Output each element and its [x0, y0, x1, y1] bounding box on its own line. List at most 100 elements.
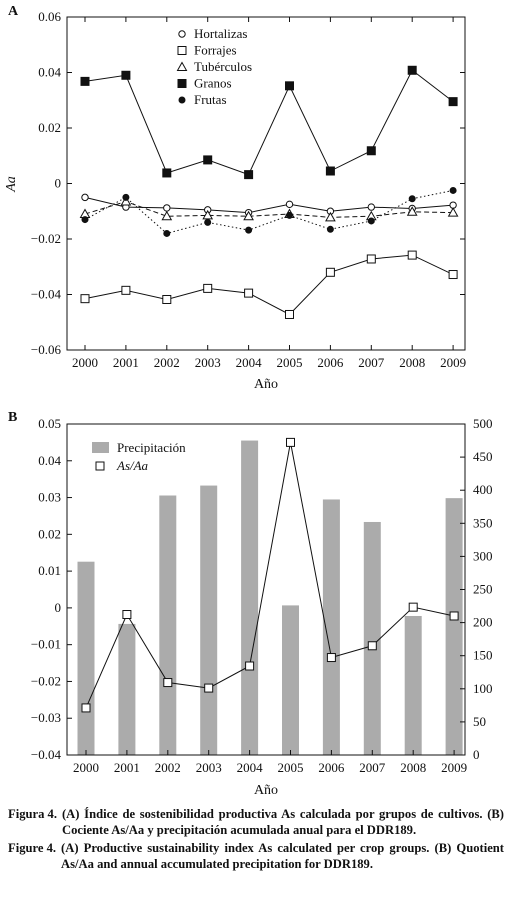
- data-point-as-aa: [326, 653, 336, 663]
- y-tick-label-right-b: 350: [473, 515, 493, 530]
- legend-marker-frutas: [178, 96, 186, 104]
- data-point-granos: [366, 146, 376, 156]
- data-point-tuberculos: [161, 210, 173, 221]
- data-point-forrajes: [244, 288, 254, 298]
- caption-label: Figure 4.: [8, 841, 57, 855]
- legend-label-tuberculos: Tubérculos: [194, 59, 252, 74]
- data-point-granos: [121, 70, 131, 80]
- y-tick-label-right-b: 50: [473, 714, 486, 729]
- y-tick-label-left-b: −0.01: [31, 637, 61, 652]
- figure-captions: Figura 4. (A) Índice de sostenibilidad p…: [8, 806, 504, 874]
- data-point-forrajes: [285, 309, 294, 319]
- data-point-as-aa: [81, 703, 91, 713]
- data-point-as-aa: [245, 661, 255, 671]
- data-point-as-aa: [204, 683, 214, 693]
- bar-precipitacion: [200, 485, 218, 755]
- bar-precipitacion: [404, 615, 422, 755]
- y-tick-label-right-b: 400: [473, 482, 493, 497]
- x-tick-label-a: 2008: [399, 355, 425, 370]
- data-point-as-aa: [449, 611, 459, 621]
- legend-marker-as-aa: [95, 461, 105, 471]
- data-point-as-aa: [286, 437, 295, 447]
- legend-marker-tuberculos: [176, 61, 188, 71]
- x-tick-label-a: 2005: [277, 355, 303, 370]
- data-point-frutas: [326, 225, 334, 233]
- legend-label-forrajes: Forrajes: [194, 43, 237, 58]
- series-line-tuberculos: [84, 201, 454, 218]
- x-tick-label-b: 2008: [400, 760, 426, 775]
- plot-frame-b: [66, 423, 466, 756]
- x-tick-label-b: 2005: [278, 760, 304, 775]
- bar-precipitacion: [77, 561, 95, 755]
- y-tick-label-a: −0.06: [31, 342, 62, 357]
- y-tick-label-left-b: −0.04: [31, 747, 62, 762]
- data-point-granos: [325, 166, 335, 176]
- x-tick-label-b: 2000: [73, 760, 99, 775]
- x-tick-label-a: 2004: [236, 355, 263, 370]
- y-tick-label-right-b: 500: [473, 416, 493, 431]
- y-tick-label-left-b: 0.03: [38, 490, 61, 505]
- x-tick-label-b: 2007: [359, 760, 386, 775]
- y-tick-label-right-b: 100: [473, 681, 493, 696]
- data-point-frutas: [204, 218, 212, 226]
- data-point-tuberculos: [202, 209, 214, 220]
- data-point-forrajes: [325, 267, 335, 277]
- data-point-as-aa: [122, 610, 132, 620]
- legend-marker-hortalizas: [178, 30, 186, 38]
- y-tick-label-right-b: 200: [473, 615, 493, 630]
- data-point-granos: [80, 76, 90, 86]
- bar-precipitacion: [118, 623, 136, 755]
- data-point-as-aa: [367, 641, 377, 651]
- y-tick-label-left-b: −0.03: [31, 710, 61, 725]
- data-point-granos: [407, 65, 417, 75]
- data-point-tuberculos: [243, 210, 254, 221]
- series-line-as-aa: [85, 442, 455, 709]
- y-tick-label-left-b: 0.02: [38, 526, 61, 541]
- y-tick-label-right-b: 0: [473, 747, 480, 762]
- data-point-forrajes: [162, 294, 172, 304]
- x-axis-label-b: Año: [254, 783, 278, 798]
- data-point-forrajes: [121, 285, 131, 295]
- legend-label-granos: Granos: [194, 76, 232, 91]
- data-point-frutas: [286, 211, 293, 219]
- legend-label-precipitacion: Precipitación: [117, 440, 186, 455]
- data-point-tuberculos: [447, 207, 459, 217]
- data-point-frutas: [449, 186, 457, 194]
- data-point-granos: [162, 168, 172, 178]
- x-tick-label-b: 2004: [237, 760, 264, 775]
- series-line-forrajes: [84, 254, 454, 316]
- x-axis-label-a: Año: [254, 377, 278, 392]
- legend-swatch-precipitacion: [92, 442, 109, 453]
- data-point-granos: [244, 170, 254, 180]
- data-point-frutas: [245, 226, 253, 234]
- x-tick-label-a: 2000: [72, 355, 98, 370]
- y-tick-label-a: 0.02: [38, 120, 61, 135]
- y-tick-label-right-b: 300: [473, 548, 493, 563]
- x-tick-label-b: 2006: [318, 760, 345, 775]
- chart-b: B Año 0.05 0.04 0.03 0.02 0.01 0 −0.01 −0.02 −0.…: [8, 410, 493, 798]
- y-tick-label-left-b: 0: [55, 600, 62, 615]
- series-line-hortalizas: [84, 196, 454, 214]
- data-point-frutas: [163, 229, 171, 237]
- legend-label-frutas: Frutas: [194, 92, 227, 107]
- bar-precipitacion: [282, 605, 299, 755]
- data-point-forrajes: [448, 270, 458, 280]
- x-tick-label-a: 2002: [154, 355, 180, 370]
- y-tick-label-left-b: 0.04: [38, 453, 61, 468]
- panel-label-b: B: [8, 410, 17, 425]
- data-point-frutas: [122, 193, 130, 201]
- bar-precipitacion: [241, 440, 259, 755]
- data-point-frutas: [408, 195, 416, 203]
- data-point-forrajes: [203, 283, 213, 293]
- y-tick-label-left-b: 0.01: [38, 563, 61, 578]
- data-point-as-aa: [408, 602, 418, 612]
- x-tick-label-b: 2001: [114, 760, 140, 775]
- y-tick-label-a: −0.02: [31, 231, 61, 246]
- y-axis-label-a: Aa: [4, 176, 19, 193]
- legend-label-hortalizas: Hortalizas: [194, 26, 247, 41]
- bar-precipitacion: [445, 498, 463, 755]
- caption-label: Figura 4.: [8, 807, 57, 821]
- x-tick-label-b: 2002: [155, 760, 181, 775]
- y-tick-label-a: 0.06: [38, 9, 61, 24]
